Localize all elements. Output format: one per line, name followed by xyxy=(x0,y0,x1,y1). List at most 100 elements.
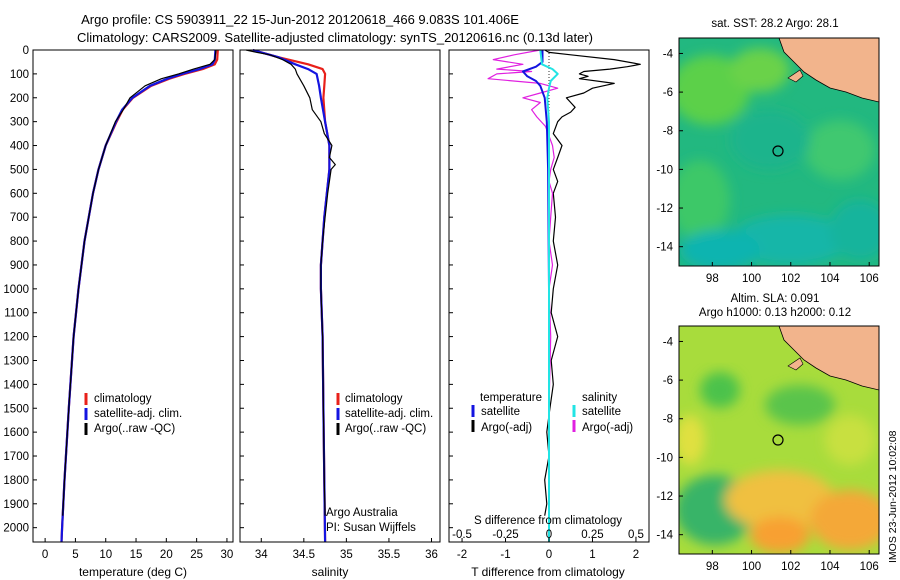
lon-tick-label: 100 xyxy=(742,273,761,285)
depth-tick-label: 1200 xyxy=(3,332,29,344)
lon-tick-label: 104 xyxy=(820,273,840,285)
legend-climatology: climatology xyxy=(94,393,152,405)
title-line-1: Argo profile: CS 5903911_22 15-Jun-2012 … xyxy=(81,12,519,27)
depth-tick-label: 500 xyxy=(10,164,29,176)
depth-tick-label: 700 xyxy=(10,212,29,224)
s-diff-x-tick-label: 0 xyxy=(546,529,552,541)
temperature-legend: climatology satellite-adj. clim. Argo(..… xyxy=(84,393,182,435)
difference-panel: -2 -1 0 1 2 -0.5 -0.25 0 0.25 0.5 S difference f… xyxy=(448,49,650,579)
difference-legend: temperature salinity satellite Argo(-adj… xyxy=(471,392,633,434)
sst-map-frame xyxy=(678,37,880,267)
salinity-legend: climatology satellite-adj. clim. Argo(..… xyxy=(336,393,433,435)
lat-tick-label: -12 xyxy=(656,203,673,215)
lat-tick-label: -8 xyxy=(663,126,673,138)
temperature-frame xyxy=(32,49,234,543)
sla-map-title-1: Altim. SLA: 0.091 xyxy=(731,293,820,305)
temperature-xlabel: temperature (deg C) xyxy=(79,565,187,579)
sla-field-texture xyxy=(679,372,879,553)
title-line-2: Climatology: CARS2009. Satellite-adjuste… xyxy=(77,30,593,45)
sla-map-lat-axis: -4 -6 -8 -10 -12 -14 xyxy=(656,336,683,542)
sst-map-lat-axis: -4 -6 -8 -10 -12 -14 xyxy=(656,48,683,254)
t-diff-x-tick-label: 2 xyxy=(633,549,639,561)
legend-t-satellite: satellite xyxy=(481,406,520,418)
t-diff-satellite-line xyxy=(521,50,550,542)
depth-tick-label: 1600 xyxy=(3,427,29,439)
temperature-climatology-line xyxy=(60,49,219,543)
lat-tick-label: -14 xyxy=(656,530,673,542)
depth-tick-label: 900 xyxy=(10,260,29,272)
legend-satellite: satellite-adj. clim. xyxy=(94,408,182,420)
lon-tick-label: 98 xyxy=(706,561,719,573)
island xyxy=(787,357,804,371)
depth-tick-label: 0 xyxy=(23,45,29,57)
sla-map-lon-axis: 98 100 102 104 106 xyxy=(706,550,879,573)
depth-tick-label: 1800 xyxy=(3,475,29,487)
lat-tick-label: -12 xyxy=(656,491,673,503)
salinity-frame xyxy=(239,49,441,543)
sst-field-texture xyxy=(679,48,879,266)
temperature-x-tick-label: 5 xyxy=(72,549,78,561)
legend-argo: Argo(..raw -QC) xyxy=(345,423,426,435)
salinity-x-tick-label: 34.5 xyxy=(293,549,315,561)
s-diff-satellite-line xyxy=(539,49,559,542)
s-diff-x-tick-label: -0.25 xyxy=(492,529,518,541)
lat-tick-label: -8 xyxy=(663,414,673,426)
legend-s-argo: Argo(-adj) xyxy=(582,422,633,434)
depth-tick-label: 1000 xyxy=(3,284,29,296)
s-diff-xlabel: S difference from climatology xyxy=(474,515,622,527)
legend-satellite: satellite-adj. clim. xyxy=(345,408,433,420)
lat-tick-label: -10 xyxy=(656,164,673,176)
float-position-marker xyxy=(772,434,784,446)
land-sumatra-java xyxy=(778,38,879,103)
imos-timestamp: IMOS 23-Jun-2012 10:02:08 xyxy=(887,430,899,563)
difference-lines xyxy=(487,49,641,542)
temperature-x-tick-label: 10 xyxy=(99,549,112,561)
salinity-x-tick-label: 35.5 xyxy=(378,549,400,561)
temperature-x-tick-label: 0 xyxy=(42,549,48,561)
legend-s-satellite: satellite xyxy=(582,406,621,418)
depth-tick-label: 2000 xyxy=(3,523,29,535)
depth-tick-label: 1300 xyxy=(3,355,29,367)
t-diff-x-tick-label: 0 xyxy=(546,549,552,561)
legend-header-temperature: temperature xyxy=(480,392,542,404)
legend-climatology: climatology xyxy=(345,393,403,405)
lon-tick-label: 106 xyxy=(860,273,879,285)
salinity-lines xyxy=(245,48,336,543)
lon-tick-label: 102 xyxy=(781,273,800,285)
island xyxy=(787,69,804,83)
legend-header-salinity: salinity xyxy=(582,392,617,404)
t-diff-x-tick-label: -2 xyxy=(457,549,467,561)
lat-tick-label: -4 xyxy=(663,48,674,60)
legend-t-argo: Argo(-adj) xyxy=(481,422,532,434)
s-diff-x-axis: -0.5 -0.25 0 0.25 0.5 xyxy=(452,529,644,541)
temperature-x-tick-label: 15 xyxy=(130,549,143,561)
sst-map-lon-axis: 98 100 102 104 106 xyxy=(706,262,879,285)
legend-argo: Argo(..raw -QC) xyxy=(94,423,175,435)
t-diff-argo-line xyxy=(544,49,641,516)
salinity-x-axis: 34 34.5 35 35.5 36 xyxy=(255,538,438,561)
temperature-panel: 0100200300400500600700800900100011001200… xyxy=(3,45,453,579)
lon-tick-label: 100 xyxy=(742,561,761,573)
salinity-climatology-line xyxy=(252,48,331,543)
lon-tick-label: 98 xyxy=(706,273,719,285)
sst-map: -4 -6 -8 -10 -12 -14 98 100 102 104 106 xyxy=(656,37,880,285)
depth-tick-label: 800 xyxy=(10,236,29,248)
depth-tick-label: 400 xyxy=(10,141,29,153)
t-diff-x-tick-label: 1 xyxy=(589,549,595,561)
depth-tick-label: 300 xyxy=(10,117,29,129)
temperature-x-tick-label: 30 xyxy=(221,549,234,561)
salinity-argo-line xyxy=(245,49,336,516)
salinity-x-tick-label: 35 xyxy=(340,549,353,561)
s-diff-x-tick-label: 0.25 xyxy=(581,529,603,541)
sla-map: -4 -6 -8 -10 -12 -14 98 100 102 104 106 xyxy=(656,325,880,573)
salinity-xlabel: salinity xyxy=(312,565,349,579)
depth-tick-label: 1900 xyxy=(3,499,29,511)
lat-tick-label: -14 xyxy=(656,242,673,254)
sla-map-frame xyxy=(678,325,880,555)
annotation-argo-australia: Argo Australia xyxy=(326,507,398,519)
lat-tick-label: -4 xyxy=(663,336,674,348)
t-diff-xlabel: T difference from climatology xyxy=(471,565,625,579)
s-diff-x-tick-label: -0.5 xyxy=(452,529,472,541)
salinity-satellite-line xyxy=(252,48,331,543)
